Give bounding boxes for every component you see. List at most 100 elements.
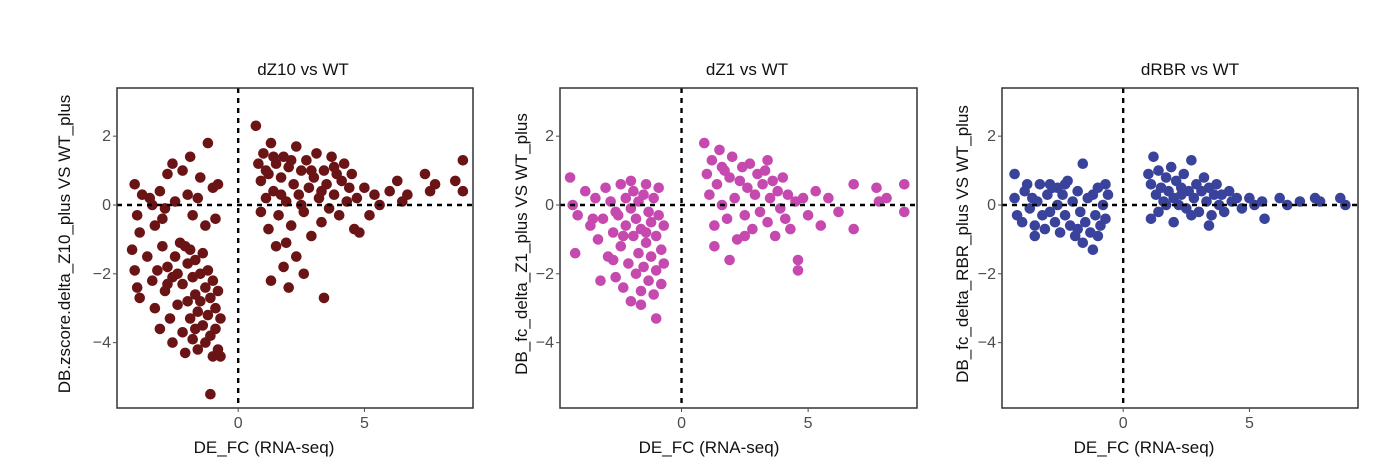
data-point [164,313,176,324]
x-tick-label: 5 [1245,415,1254,432]
data-point [157,213,168,225]
data-point [780,213,791,225]
data-point [597,213,609,225]
data-point [147,275,158,287]
data-point [212,179,224,190]
data-point [640,227,652,238]
data-point [628,230,639,242]
data-point [792,254,804,266]
data-point [1090,210,1101,221]
data-point [610,206,621,218]
data-point [640,179,652,190]
data-point [328,161,340,173]
data-point [142,251,153,262]
data-point [1211,179,1222,190]
data-point [749,189,761,200]
data-point [306,230,317,242]
data-point [645,216,657,228]
data-points [126,120,469,400]
data-point [1092,230,1104,242]
plot-frame [1001,87,1359,409]
y-tick-label: −2 [536,266,554,283]
data-point [625,296,637,307]
data-point [1009,192,1020,204]
data-point [154,185,166,197]
data-point [590,192,601,204]
data-point [167,337,178,348]
data-point [301,155,312,166]
data-point [283,282,295,293]
data-point [1145,179,1157,190]
data-point [810,185,821,197]
data-point [716,161,728,173]
data-point [344,182,355,194]
data-point [1072,185,1083,197]
data-point [154,323,166,335]
data-point [1153,206,1164,218]
data-point [640,237,652,249]
data-points [564,137,910,324]
data-point [744,158,756,169]
data-point [1165,161,1177,173]
data-point [273,210,284,221]
data-point [580,185,591,197]
data-point [848,223,859,235]
panel-dz1: dZ1 vs WT DB_fc_delta_Z1_plus VS WT_plus… [512,60,918,457]
data-point [706,155,718,166]
data-point [179,347,191,359]
chart-title: dZ10 vs WT [257,60,349,79]
data-point [595,275,606,287]
data-point [162,168,173,180]
data-point [628,185,639,197]
data-point [724,172,735,183]
data-point [792,265,804,276]
data-point [179,241,191,252]
data-point [131,282,143,293]
y-tick-label: 0 [545,197,554,214]
data-point [298,268,310,280]
data-point [630,213,642,225]
data-point [200,282,211,293]
data-point [296,165,307,176]
data-points [1009,151,1351,255]
data-point [169,251,181,262]
data-point [177,165,188,176]
data-point [311,148,322,159]
data-point [1274,192,1285,204]
data-point [714,144,725,156]
data-point [704,189,715,200]
data-point [205,292,216,304]
data-point [711,179,723,190]
data-point [726,151,738,163]
data-point [625,175,637,187]
data-point [280,237,292,249]
y-axis-label: DB_fc_delta_Z1_plus VS WT_plus [512,113,531,375]
data-point [1160,172,1172,183]
data-point [739,210,751,221]
data-point [210,213,221,225]
data-point [797,192,809,204]
data-point [318,292,330,304]
data-point [650,265,662,276]
chart-title: dZ1 vs WT [706,60,788,79]
data-point [1100,179,1111,190]
data-point [147,199,158,211]
data-point [618,282,629,293]
data-point [134,227,145,238]
axes: 0 5 −4 −2 0 2 [978,87,1359,432]
data-point [1168,216,1179,228]
data-point [1072,223,1083,235]
data-point [721,213,733,225]
data-point [265,137,277,149]
data-point [200,220,211,231]
x-axis-label: DE_FC (RNA-seq) [1074,438,1215,457]
data-point [607,254,619,266]
data-point [1049,216,1061,228]
axes: 0 5 −4 −2 0 2 [93,87,474,432]
data-point [392,175,403,187]
data-point [635,285,647,297]
data-point [384,185,396,197]
data-point [815,220,827,231]
data-point [1206,210,1217,221]
data-point [623,258,634,269]
